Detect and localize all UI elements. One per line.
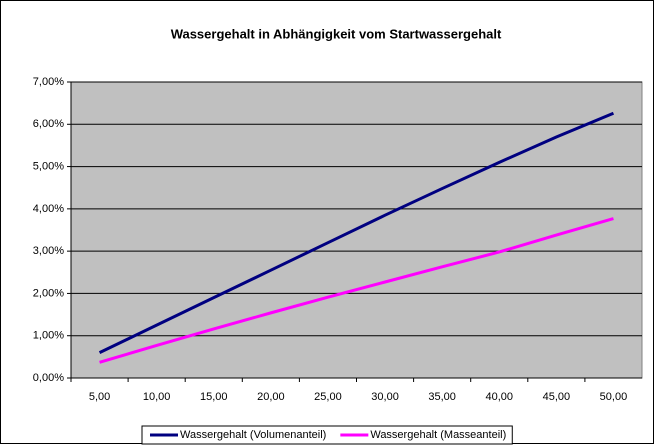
x-tick-label: 50,00 bbox=[600, 391, 628, 403]
series-line bbox=[99, 217, 614, 364]
legend: Wassergehalt (Volumenanteil) Wassergehalt… bbox=[141, 425, 513, 445]
y-tick-label: 2,00% bbox=[33, 287, 64, 299]
y-tick-label: 3,00% bbox=[33, 245, 64, 257]
y-tick-label: 6,00% bbox=[33, 118, 64, 130]
series-line bbox=[98, 111, 615, 354]
x-tick-label: 40,00 bbox=[485, 391, 513, 403]
y-tick-label: 4,00% bbox=[33, 203, 64, 215]
y-tick-label: 5,00% bbox=[33, 160, 64, 172]
y-tick-label: 0,00% bbox=[33, 372, 64, 384]
x-tick-label: 15,00 bbox=[200, 391, 228, 403]
x-tick-label: 35,00 bbox=[428, 391, 456, 403]
legend-label: Wassergehalt (Volumenanteil) bbox=[180, 429, 326, 441]
legend-box bbox=[141, 425, 513, 445]
chart-title: Wassergehalt in Abhängigkeit vom Startwa… bbox=[171, 26, 502, 41]
y-tick-label: 1,00% bbox=[33, 330, 64, 342]
legend-label: Wassergehalt (Masseanteil) bbox=[370, 429, 506, 441]
x-tick-label: 5,00 bbox=[89, 391, 110, 403]
x-tick-label: 45,00 bbox=[543, 391, 571, 403]
y-tick-label: 7,00% bbox=[33, 76, 64, 88]
x-tick-label: 25,00 bbox=[314, 391, 342, 403]
x-tick-label: 20,00 bbox=[257, 391, 285, 403]
x-tick-label: 10,00 bbox=[143, 391, 171, 403]
x-tick-label: 30,00 bbox=[371, 391, 399, 403]
